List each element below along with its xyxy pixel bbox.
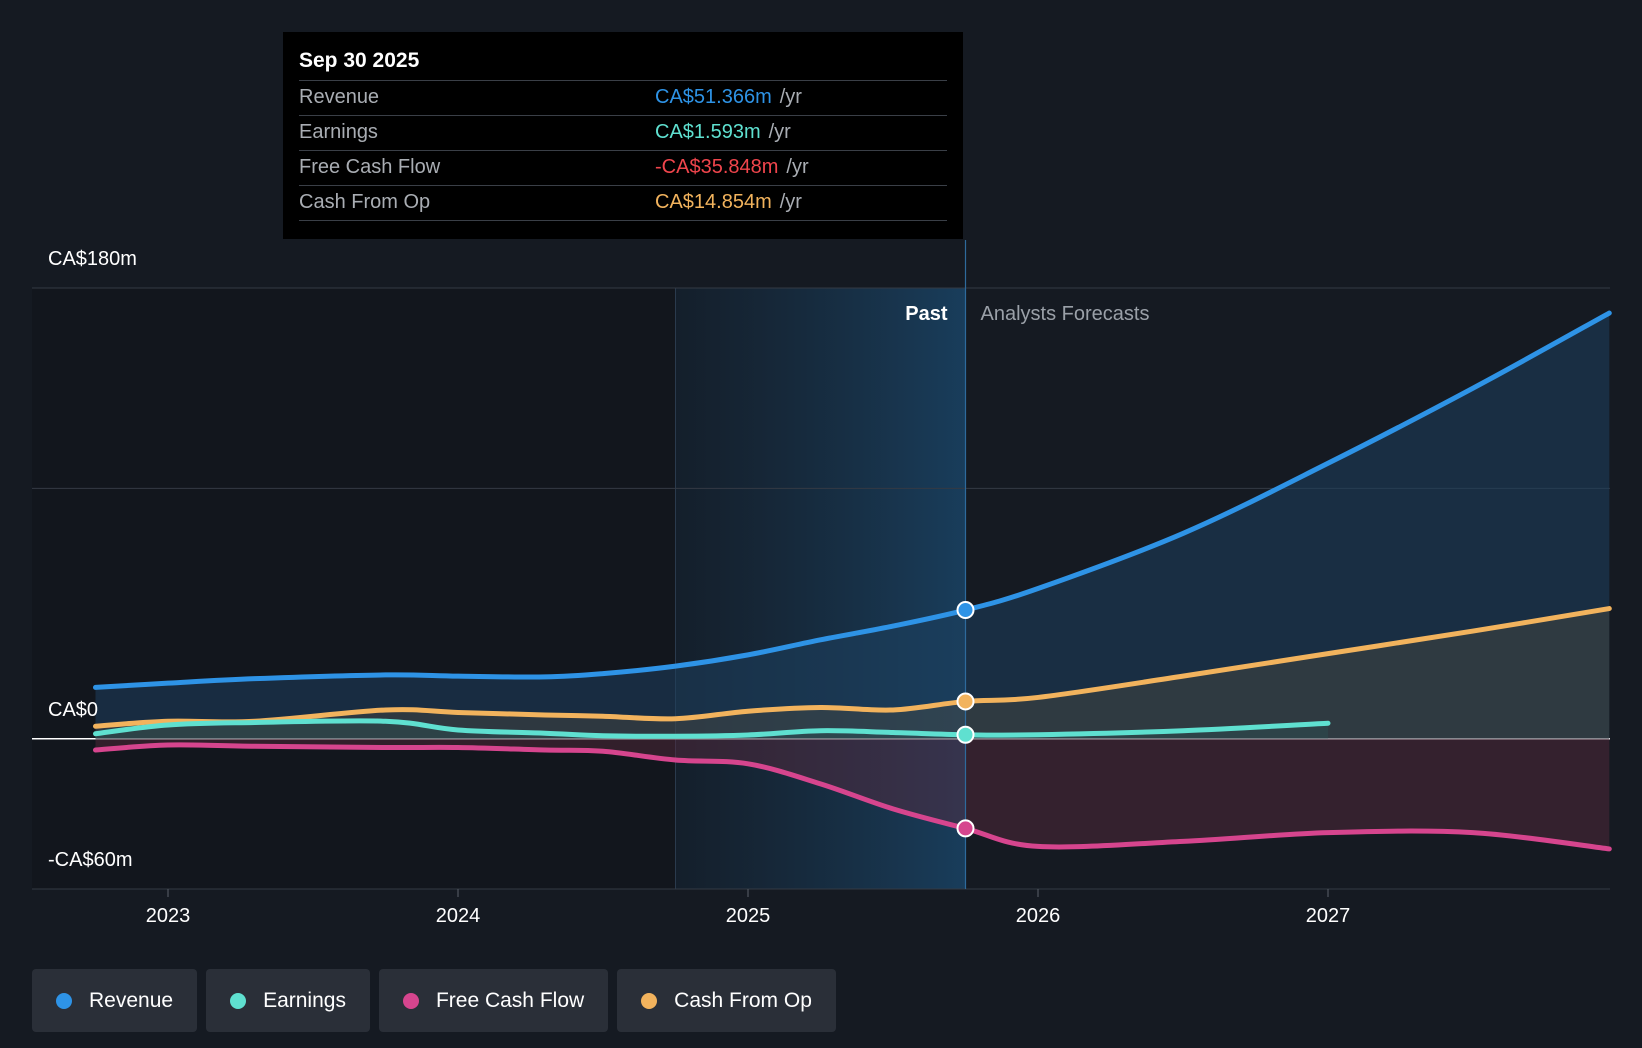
line-cash-from-op xyxy=(93,606,1612,729)
tooltip-unit: /yr xyxy=(786,156,809,178)
tooltip-unit: /yr xyxy=(768,121,791,143)
area-cash-from-op xyxy=(95,608,1610,739)
legend-dot-icon xyxy=(402,992,419,1009)
line-revenue xyxy=(93,310,1612,690)
marker-earnings xyxy=(956,725,975,744)
legend-label: Revenue xyxy=(89,988,174,1012)
y-tick-label: -CA$60m xyxy=(48,849,132,871)
area-earnings xyxy=(95,720,1328,739)
tooltip-value: CA$51.366m xyxy=(655,86,772,108)
tooltip-row-earnings: Earnings CA$1.593m /yr xyxy=(299,116,947,151)
tooltip-value: CA$14.854m xyxy=(655,191,772,213)
tooltip-unit: /yr xyxy=(779,86,802,108)
tooltip-unit: /yr xyxy=(779,191,802,213)
y-tick-label: CA$180m xyxy=(48,248,137,270)
forecast-label: Analysts Forecasts xyxy=(981,303,1150,325)
tooltip-row-revenue: Revenue CA$51.366m /yr xyxy=(299,81,947,116)
line-free-cash-flow xyxy=(93,742,1612,852)
chart-area: CA$180m CA$0 -CA$60m 2023 2024 2025 2026 2027 Pa… xyxy=(32,240,1612,927)
legend-label: Cash From Op xyxy=(674,988,812,1012)
past-highlight-band xyxy=(675,288,966,889)
area-revenue xyxy=(95,313,1610,739)
tooltip-label: Free Cash Flow xyxy=(299,156,441,178)
tooltip-label: Earnings xyxy=(299,121,378,143)
tooltip-row-cash-from-op: Cash From Op CA$14.854m /yr xyxy=(299,186,947,221)
tooltip-label: Cash From Op xyxy=(299,191,431,213)
tooltip-panel: Sep 30 2025 Revenue CA$51.366m /yr Earni… xyxy=(283,32,963,239)
legend-item-earnings[interactable]: Earnings xyxy=(206,969,370,1032)
legend-dot-icon xyxy=(230,992,247,1009)
legend-dot-icon xyxy=(641,992,658,1009)
x-tick-label: 2024 xyxy=(436,905,481,927)
x-tick-label: 2027 xyxy=(1306,905,1351,927)
legend-item-cash-from-op[interactable]: Cash From Op xyxy=(617,969,836,1032)
past-label: Past xyxy=(905,303,948,325)
tooltip-row-free-cash-flow: Free Cash Flow -CA$35.848m /yr xyxy=(299,151,947,186)
line-earnings xyxy=(93,718,1331,739)
legend-label: Earnings xyxy=(263,988,346,1012)
marker-cash-from-op xyxy=(956,692,975,711)
legend-item-free-cash-flow[interactable]: Free Cash Flow xyxy=(378,969,609,1032)
marker-revenue xyxy=(956,601,975,620)
legend-dot-icon xyxy=(56,992,72,1009)
tooltip-date: Sep 30 2025 xyxy=(299,46,947,81)
x-tick-label: 2025 xyxy=(726,905,771,927)
legend-label: Free Cash Flow xyxy=(435,988,585,1012)
legend-item-revenue[interactable]: Revenue xyxy=(32,969,198,1032)
tooltip-value: CA$1.593m xyxy=(655,121,761,143)
tooltip-value: -CA$35.848m xyxy=(655,156,779,178)
tooltip-label: Revenue xyxy=(299,86,380,108)
x-tick-label: 2026 xyxy=(1016,905,1061,927)
x-tick-label: 2023 xyxy=(146,905,191,927)
marker-free-cash-flow xyxy=(956,819,975,838)
y-tick-label: CA$0 xyxy=(48,699,98,721)
legend: Revenue Earnings Free Cash Flow Cash Fro… xyxy=(32,969,836,1032)
